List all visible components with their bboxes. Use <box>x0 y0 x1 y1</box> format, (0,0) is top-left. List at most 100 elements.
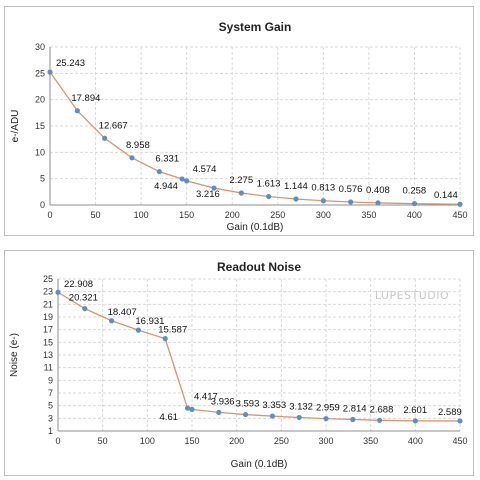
data-label: 18.407 <box>108 307 137 318</box>
y-tick-label: 5 <box>40 174 45 184</box>
x-tick-label: 450 <box>452 436 467 446</box>
data-label: 4.574 <box>193 164 217 175</box>
readout-noise-chart: Readout NoiseLUPESTUDIO13579111315171921… <box>9 260 468 470</box>
y-tick-label: 19 <box>43 312 53 322</box>
data-label: 17.894 <box>71 93 100 104</box>
data-point <box>350 416 356 423</box>
x-tick-label: 0 <box>47 210 52 220</box>
data-label: 15.587 <box>158 325 187 336</box>
data-label: 2.959 <box>316 403 340 414</box>
x-tick-label: 100 <box>134 210 149 220</box>
data-label: 4.417 <box>194 391 218 402</box>
data-label: 6.331 <box>155 154 179 165</box>
data-point <box>211 185 217 191</box>
data-point <box>243 411 249 418</box>
y-tick-label: 7 <box>48 388 53 398</box>
data-point <box>457 201 463 207</box>
data-point <box>156 169 162 175</box>
data-label: 1.613 <box>257 179 281 190</box>
data-label: 4.61 <box>160 412 179 423</box>
x-tick-label: 150 <box>184 436 199 446</box>
data-label: 3.936 <box>211 396 235 407</box>
chart-title: Readout Noise <box>217 260 301 274</box>
x-tick-label: 50 <box>91 210 101 220</box>
x-tick-label: 0 <box>55 436 60 446</box>
y-tick-label: 21 <box>43 299 53 309</box>
y-tick-label: 15 <box>35 121 45 131</box>
data-label: 3.132 <box>289 401 313 412</box>
data-label: 0.144 <box>434 190 458 201</box>
y-tick-label: 25 <box>35 68 45 78</box>
x-tick-label: 350 <box>361 210 376 220</box>
y-tick-label: 0 <box>40 200 45 210</box>
x-tick-label: 150 <box>179 210 194 220</box>
data-point <box>411 201 418 207</box>
y-tick-label: 1 <box>48 426 53 436</box>
data-point <box>102 135 108 141</box>
y-axis-label: Noise (e-) <box>9 333 20 377</box>
data-point <box>179 176 185 182</box>
x-tick-label: 250 <box>270 210 285 220</box>
data-point <box>82 306 88 312</box>
data-label: 0.813 <box>311 183 335 194</box>
data-label: 22.908 <box>64 279 93 290</box>
data-label: 2.601 <box>403 405 427 416</box>
chart-title: System Gain <box>219 20 292 34</box>
data-point <box>129 155 135 161</box>
data-point <box>238 190 244 196</box>
y-tick-label: 13 <box>43 350 53 360</box>
data-label: 2.589 <box>438 407 462 418</box>
data-point <box>296 414 302 421</box>
readout-noise-chart-panel: Readout Noise LUPESTUDIO 1 3 5 7 9 11 13 15 17 19 21… <box>4 250 474 476</box>
y-tick-label: 11 <box>44 363 53 373</box>
data-point <box>135 327 141 333</box>
data-point <box>74 108 80 114</box>
y-axis-label: e-/ADU <box>10 110 21 143</box>
watermark-text: LUPESTUDIO <box>375 289 449 302</box>
data-label: 3.353 <box>262 400 286 411</box>
data-point <box>269 413 275 419</box>
data-point <box>216 409 222 416</box>
x-tick-label: 250 <box>274 436 289 446</box>
data-point <box>320 198 326 204</box>
data-label: 2.275 <box>229 175 253 186</box>
data-point <box>55 289 61 295</box>
data-label: 20.321 <box>69 293 98 304</box>
data-point <box>293 196 299 202</box>
data-label: 16.931 <box>135 316 164 327</box>
x-tick-label: 350 <box>363 436 378 446</box>
y-tick-label: 23 <box>43 287 53 297</box>
x-tick-label: 400 <box>407 210 422 220</box>
data-label: 0.408 <box>366 185 390 196</box>
x-tick-label: 300 <box>316 210 331 220</box>
x-tick-label: 400 <box>408 436 423 446</box>
data-label: 0.258 <box>402 186 426 197</box>
data-label: 3.593 <box>236 399 260 410</box>
data-point <box>375 200 381 206</box>
data-point <box>412 418 418 424</box>
y-tick-label: 15 <box>43 337 53 347</box>
series-line <box>57 291 461 422</box>
data-point <box>109 318 115 324</box>
data-label: 2.688 <box>370 404 394 415</box>
y-tick-label: 5 <box>48 401 53 411</box>
x-tick-label: 300 <box>318 436 333 446</box>
series-line <box>49 71 461 205</box>
x-tick-label: 50 <box>98 436 108 446</box>
data-label: 1.144 <box>284 181 308 192</box>
data-label: 2.814 <box>343 404 367 415</box>
system-gain-chart-panel: System Gain 0 5 10 15 20 25 30 0 50 100 150 200 250 30… <box>4 6 474 236</box>
y-tick-label: 3 <box>48 413 53 423</box>
y-tick-label: 10 <box>35 147 45 157</box>
x-axis-label: Gain (0.1dB) <box>227 222 284 233</box>
data-point <box>162 336 168 342</box>
y-tick-label: 25 <box>43 274 53 284</box>
data-point <box>323 415 329 422</box>
x-tick-label: 200 <box>225 210 240 220</box>
data-point <box>348 199 354 205</box>
x-tick-label: 200 <box>229 436 244 446</box>
data-point <box>184 178 190 184</box>
data-point <box>189 406 195 412</box>
data-label: 4.944 <box>154 181 178 192</box>
